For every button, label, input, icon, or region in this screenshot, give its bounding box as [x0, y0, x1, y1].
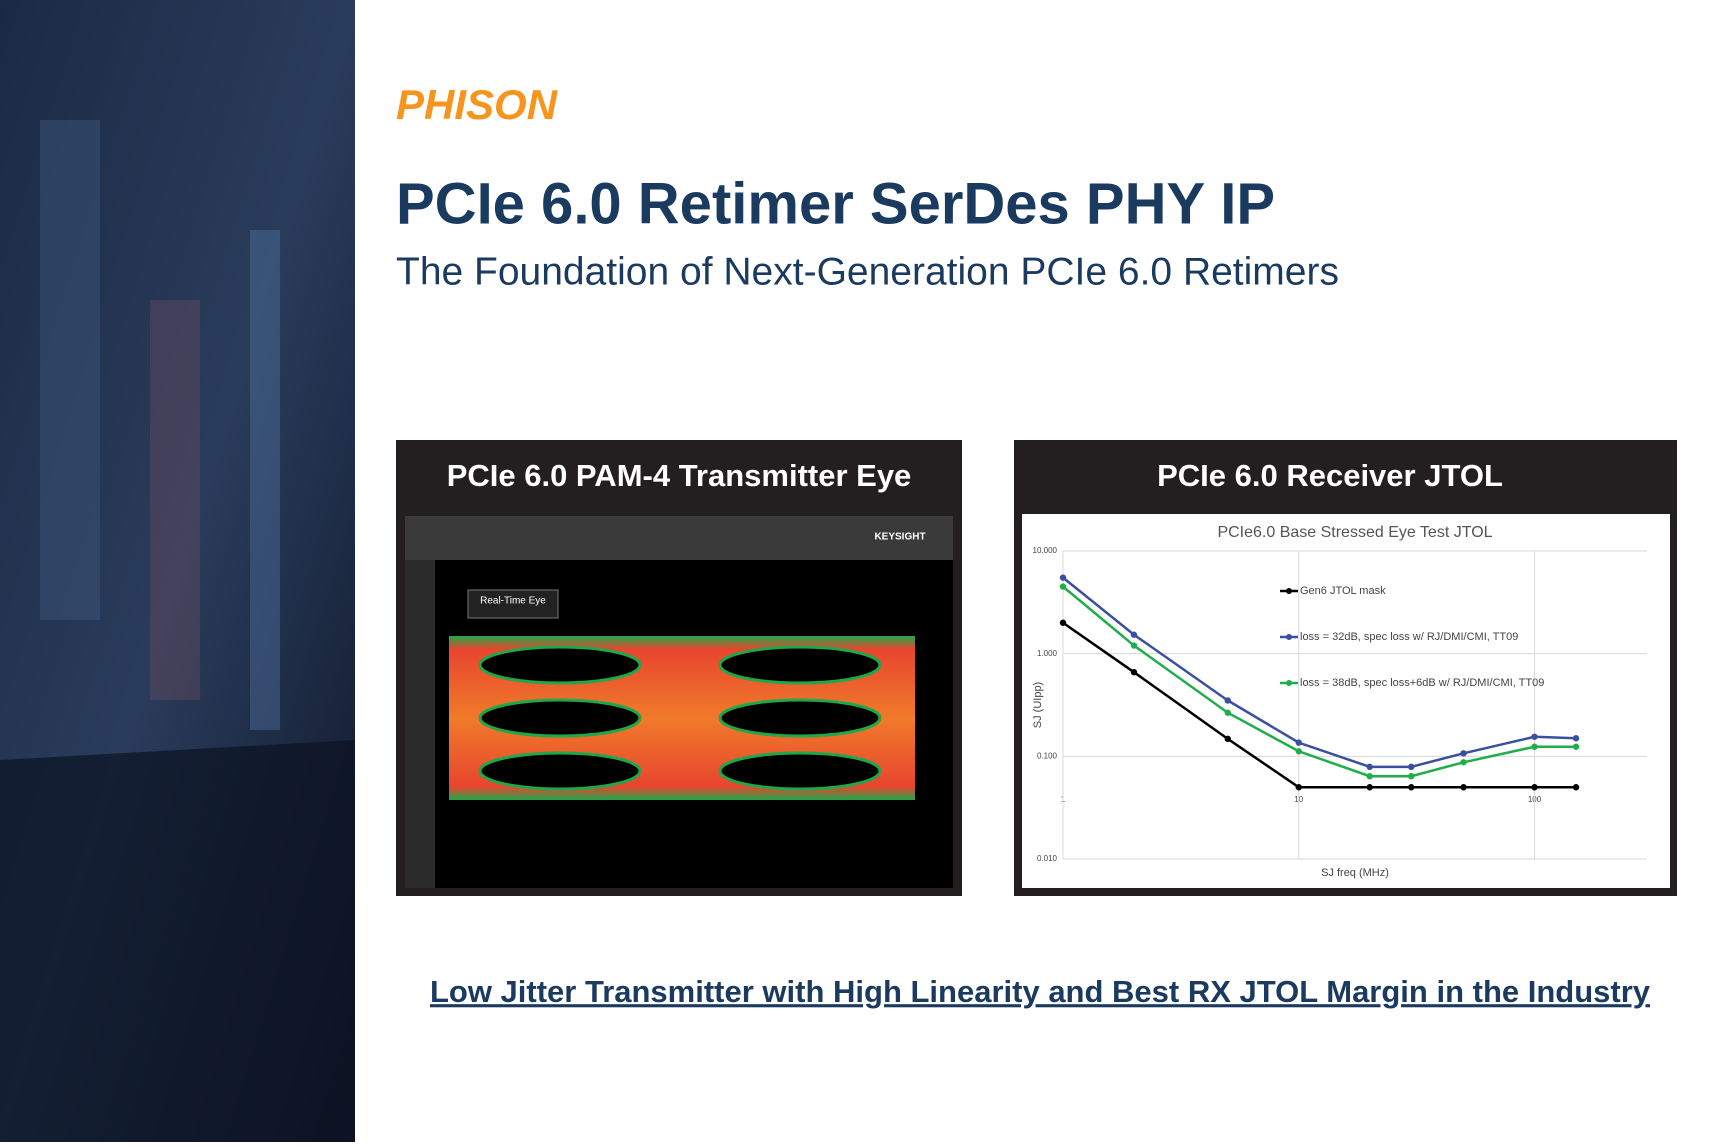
legend-label: Gen6 JTOL mask: [1300, 585, 1386, 597]
data-point: [1059, 583, 1067, 590]
data-point: [1224, 697, 1231, 704]
data-point: [1130, 642, 1138, 649]
eye-openings: [478, 645, 882, 791]
panel-title: PCIe 6.0 PAM-4 Transmitter Eye: [447, 458, 912, 493]
scope-brand: KEYSIGHT: [874, 532, 925, 543]
panel-title: PCIe 6.0 Receiver JTOL: [1157, 458, 1503, 493]
y-tick-label: 10.000: [1033, 546, 1058, 555]
footer-link[interactable]: Low Jitter Transmitter with High Lineari…: [430, 974, 1651, 1009]
legend-label: loss = 38dB, spec loss+6dB w/ RJ/DMI/CMI…: [1300, 677, 1544, 689]
data-point: [1531, 733, 1538, 740]
chart-title: PCIe6.0 Base Stressed Eye Test JTOL: [1217, 524, 1492, 541]
y-tick-label: 0.100: [1037, 751, 1058, 760]
legend-marker: [1286, 588, 1292, 594]
logo: PHISON: [396, 81, 559, 128]
data-point: [1130, 668, 1138, 676]
data-point: [1572, 743, 1580, 750]
data-point: [1059, 574, 1067, 581]
data-point: [1059, 619, 1067, 626]
data-point: [1366, 784, 1373, 791]
street: [0, 740, 355, 1142]
data-point: [1572, 735, 1580, 742]
scope-toolbar: [405, 516, 953, 560]
data-point: [1366, 773, 1373, 780]
data-point: [1408, 773, 1415, 780]
data-point: [1295, 784, 1302, 791]
data-point: [1408, 784, 1415, 791]
data-point: [1224, 709, 1231, 716]
data-point: [1572, 784, 1580, 791]
subtitle: The Foundation of Next-Generation PCIe 6…: [396, 250, 1339, 293]
data-point: [1130, 631, 1138, 638]
data-point: [1295, 748, 1302, 755]
data-point: [1366, 763, 1373, 771]
y-tick-label: 1.000: [1037, 649, 1058, 658]
building: [250, 230, 280, 730]
y-axis-label: SJ (UIpp): [1032, 682, 1044, 728]
chart-area: [1022, 514, 1670, 888]
data-point: [1295, 739, 1302, 746]
legend-label: loss = 32dB, spec loss w/ RJ/DMI/CMI, TT…: [1300, 631, 1518, 643]
building: [40, 120, 100, 620]
scope-sidebar: [405, 560, 435, 888]
data-point: [1531, 784, 1538, 791]
data-point: [1460, 750, 1467, 757]
data-point: [1531, 743, 1538, 750]
data-point: [1460, 784, 1467, 791]
scope-label: Real-Time Eye: [480, 596, 546, 607]
scope-label-box: [467, 589, 559, 619]
data-point: [1460, 759, 1467, 766]
title: PCIe 6.0 Retimer SerDes PHY IP: [396, 171, 1275, 236]
legend-marker: [1286, 680, 1292, 686]
data-point: [1408, 763, 1415, 771]
building: [150, 300, 200, 700]
legend-marker: [1286, 634, 1292, 640]
data-point: [1224, 735, 1231, 743]
y-tick-label: 0.010: [1037, 854, 1058, 863]
x-axis-label: SJ freq (MHz): [1321, 867, 1389, 879]
